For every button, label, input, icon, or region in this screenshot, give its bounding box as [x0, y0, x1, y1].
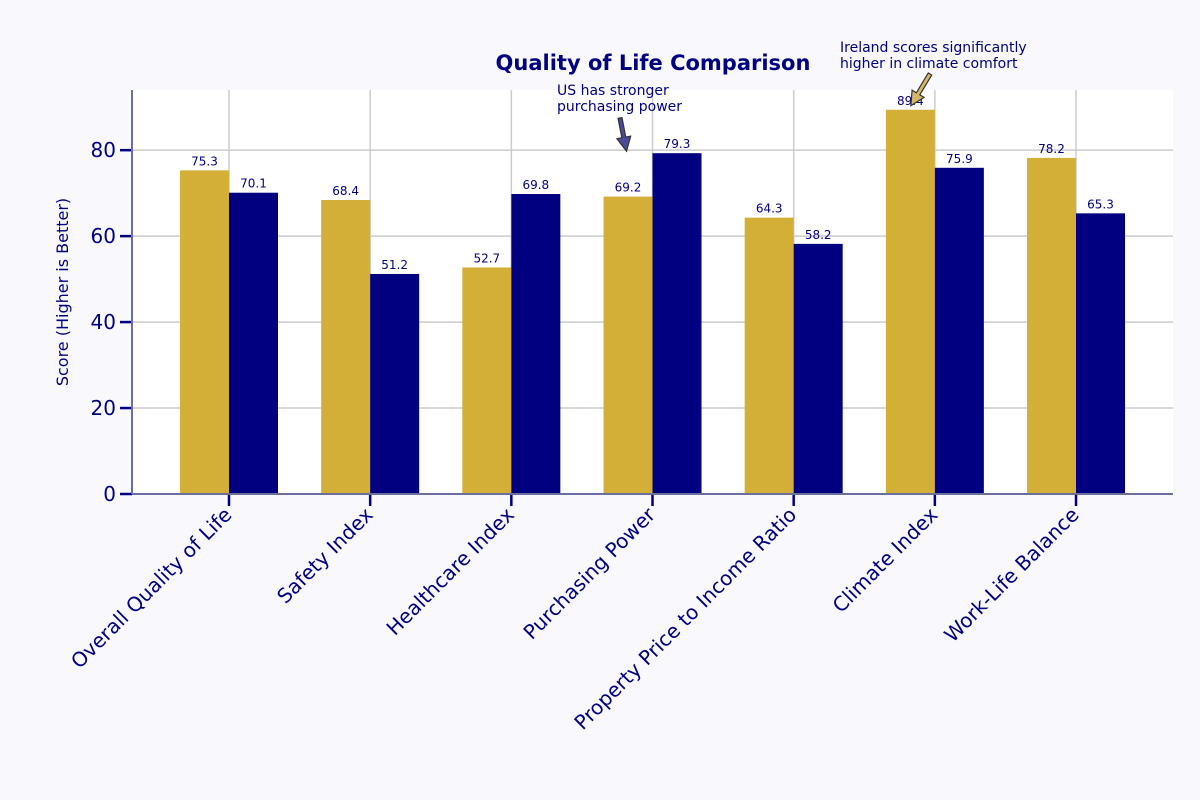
bar-value-label: 70.1 [240, 177, 267, 191]
bar [511, 194, 561, 494]
bar-value-label: 58.2 [805, 228, 832, 242]
bar-value-label: 69.2 [615, 181, 642, 195]
bar [652, 153, 702, 495]
x-tick-label: Safety Index [272, 502, 378, 608]
y-tick-label: 0 [103, 482, 116, 506]
x-tick-label: Climate Index [828, 502, 943, 617]
y-axis-label: Score (Higher is Better) [53, 198, 72, 386]
annotation-text: Ireland scores significantly [840, 40, 1027, 56]
bar [180, 170, 229, 494]
bar [229, 192, 278, 494]
annotation-arrow [910, 72, 933, 107]
annotation-text: purchasing power [557, 99, 682, 115]
bar [744, 217, 794, 495]
bar [462, 267, 512, 494]
x-tick-label: Overall Quality of Life [66, 503, 237, 674]
bar-value-label: 65.3 [1087, 197, 1114, 211]
bar [1027, 157, 1077, 495]
bar-value-label: 52.7 [473, 252, 500, 266]
annotation-text: US has stronger [557, 83, 669, 99]
x-tick-label: Work-Life Balance [939, 503, 1083, 647]
chart-title: Quality of Life Comparison [496, 51, 811, 75]
x-tick-label: Purchasing Power [518, 502, 660, 644]
x-tick-label: Property Price to Income Ratio [569, 503, 801, 735]
annotation-text: higher in climate comfort [840, 56, 1018, 72]
bar [885, 109, 935, 495]
bar [370, 273, 420, 494]
y-tick-label: 40 [91, 310, 116, 334]
bar [934, 167, 984, 494]
bar-value-label: 69.8 [522, 178, 549, 192]
bar [793, 243, 843, 494]
bar-value-label: 79.3 [664, 137, 691, 151]
bar-value-label: 78.2 [1038, 142, 1065, 156]
bar-value-label: 64.3 [756, 202, 783, 216]
y-tick-label: 80 [91, 138, 116, 162]
bars [180, 109, 1126, 495]
bar-value-label: 75.9 [946, 152, 973, 166]
bar-value-label: 75.3 [191, 154, 218, 168]
bar [1076, 213, 1126, 494]
bar [603, 196, 653, 495]
value-labels: 75.368.452.769.264.389.478.270.151.269.8… [191, 94, 1114, 272]
x-tick-label: Healthcare Index [381, 502, 519, 640]
bar-value-label: 51.2 [381, 258, 408, 272]
y-tick-label: 60 [91, 224, 116, 248]
annotation-arrow [615, 116, 632, 153]
y-tick-label: 20 [91, 396, 116, 420]
bar-value-label: 68.4 [332, 184, 359, 198]
bar [321, 200, 371, 495]
